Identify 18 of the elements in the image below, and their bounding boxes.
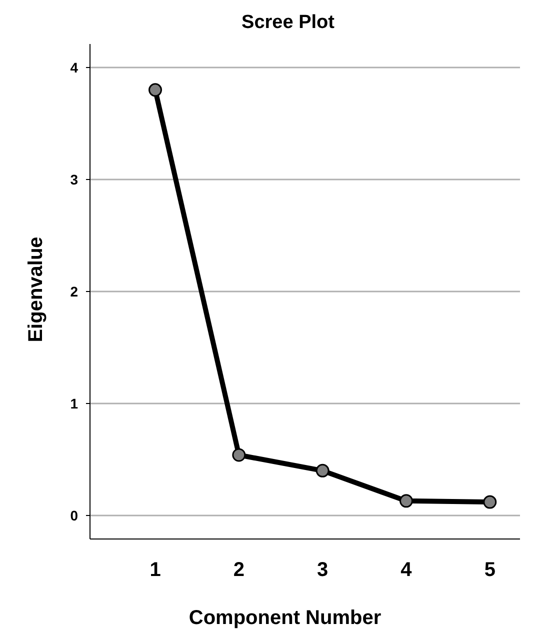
x-axis-title: Component Number xyxy=(188,607,382,629)
y-tick-label: 1 xyxy=(70,395,78,412)
x-tick-label: 1 xyxy=(150,559,161,581)
y-tick-label: 0 xyxy=(70,507,78,524)
point xyxy=(232,448,246,462)
y-axis-title: Eigenvalue xyxy=(25,236,47,342)
x-tick-label: 3 xyxy=(317,559,328,581)
x-tick-label: 2 xyxy=(233,559,244,581)
y-tick-label: 4 xyxy=(70,59,78,76)
y-tick-label: 2 xyxy=(70,283,78,300)
x-tick-label: 5 xyxy=(484,559,496,581)
point xyxy=(148,83,162,97)
point xyxy=(399,494,413,508)
x-tick-label: 4 xyxy=(400,559,413,581)
chart-title: Scree Plot xyxy=(242,12,336,33)
y-tick-label: 3 xyxy=(70,171,78,188)
point xyxy=(316,464,330,478)
point xyxy=(483,495,497,509)
